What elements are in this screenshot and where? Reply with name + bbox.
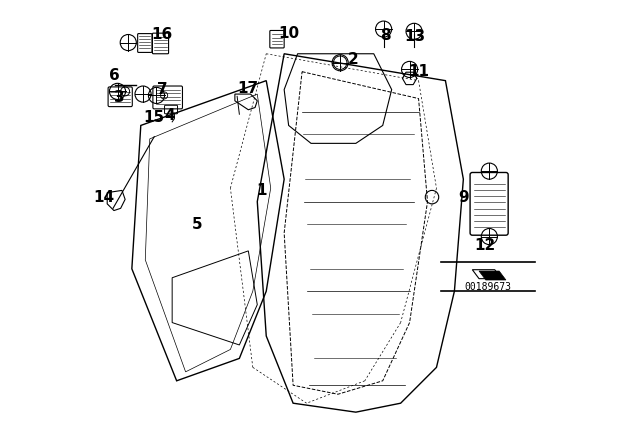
Text: 9: 9	[458, 190, 468, 205]
Text: 5: 5	[191, 216, 202, 232]
Text: 12: 12	[474, 238, 495, 253]
Text: 6: 6	[109, 68, 120, 83]
Text: 10: 10	[278, 26, 300, 41]
Polygon shape	[479, 271, 506, 280]
Text: 14: 14	[93, 190, 115, 205]
Text: 15: 15	[143, 110, 165, 125]
Text: 16: 16	[152, 26, 173, 42]
Text: 00189673: 00189673	[465, 282, 511, 292]
Text: 2: 2	[348, 52, 359, 67]
Text: 8: 8	[380, 28, 390, 43]
Text: 4: 4	[164, 108, 175, 123]
Text: 3: 3	[114, 90, 125, 105]
Text: 1: 1	[257, 183, 267, 198]
Text: 7: 7	[157, 82, 168, 97]
Text: 11: 11	[408, 64, 429, 79]
Text: 17: 17	[237, 81, 258, 96]
Text: 13: 13	[404, 29, 426, 44]
